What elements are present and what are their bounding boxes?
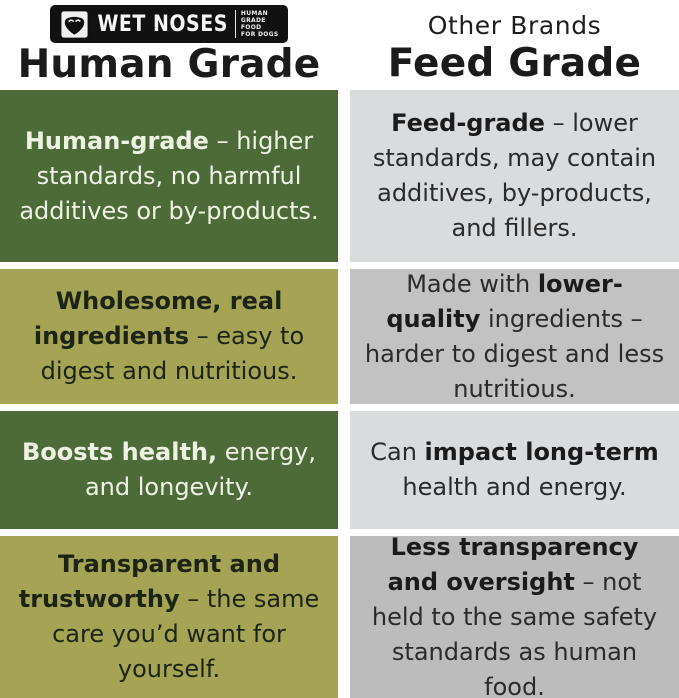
cell-feedgrade-health: Can impact long-term health and energy. [350,411,679,529]
other-brands-label: Other Brands [427,11,602,40]
comparison-header: WET NOSES HUMAN GRADE FOOD FOR DOGS Huma… [0,0,679,90]
tagline-line: HUMAN [240,10,268,17]
comparison-grid: Human-grade – higher standards, no harmf… [0,90,679,698]
cell-humangrade-health: Boosts health, energy, and longevity. [0,411,338,529]
human-grade-title: Human Grade [17,42,321,87]
cell-text: Made with lower-quality ingredients – ha… [364,269,665,403]
dog-nose-icon [59,8,90,40]
cell-humangrade-transparency: Transparent and trustworthy – the same c… [0,536,338,698]
tagline-line: FOOD [240,24,262,31]
cell-text: Less transparency and oversight – not he… [371,532,658,698]
cell-feedgrade-ingredients: Made with lower-quality ingredients – ha… [350,269,679,404]
brand-header-right: Other Brands Feed Grade [350,0,679,90]
cell-feedgrade-transparency: Less transparency and oversight – not he… [350,533,679,698]
tagline-line: GRADE [240,17,266,24]
logo-tagline: HUMAN GRADE FOOD FOR DOGS [234,10,279,38]
cell-text: Transparent and trustworthy – the same c… [18,550,320,683]
brand-header-left: WET NOSES HUMAN GRADE FOOD FOR DOGS Huma… [0,0,338,90]
cell-text: Wholesome, real ingredients – easy to di… [33,287,305,385]
feed-grade-title: Feed Grade [387,41,642,86]
tagline-line: FOR DOGS [240,31,279,38]
cell-text: Feed-grade – lower standards, may contai… [372,109,657,242]
cell-humangrade-standards: Human-grade – higher standards, no harmf… [0,90,338,262]
cell-feedgrade-standards: Feed-grade – lower standards, may contai… [350,90,679,262]
cell-text: Boosts health, energy, and longevity. [21,438,317,501]
cell-text: Human-grade – higher standards, no harmf… [19,126,319,225]
cell-humangrade-ingredients: Wholesome, real ingredients – easy to di… [0,269,338,404]
wet-noses-logo: WET NOSES HUMAN GRADE FOOD FOR DOGS [50,5,288,43]
brand-name: WET NOSES [97,11,228,37]
cell-text: Can impact long-term health and energy. [370,438,659,501]
